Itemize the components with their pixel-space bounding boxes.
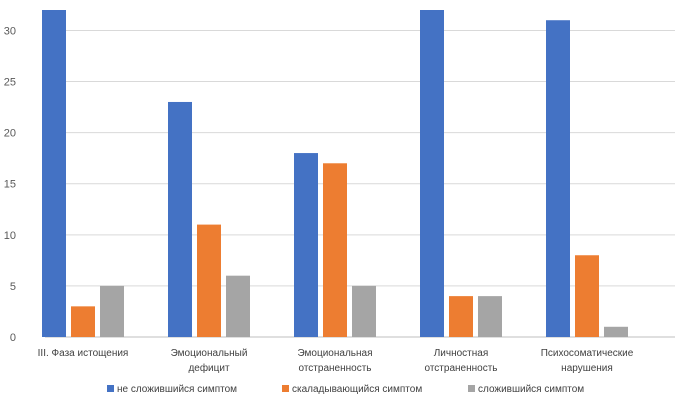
y-tick-label: 20 xyxy=(4,128,16,140)
x-tick-label: Личностная отстраненность xyxy=(425,348,498,374)
bar xyxy=(478,296,502,337)
legend: не сложившийся симптом скаладывающийся си… xyxy=(107,384,584,395)
bar xyxy=(168,101,192,337)
y-tick-label: 15 xyxy=(4,179,16,191)
bar xyxy=(226,275,250,337)
bar xyxy=(197,224,221,337)
bar xyxy=(71,306,95,337)
x-tick-label: III. Фаза истощения xyxy=(38,348,129,359)
bar xyxy=(42,10,66,337)
y-tick-label: 0 xyxy=(10,332,16,344)
bar xyxy=(604,326,628,337)
y-tick-label: 10 xyxy=(4,230,16,242)
bar xyxy=(575,255,599,337)
x-tick-label-line: Личностная xyxy=(434,348,489,359)
y-tick-label: 25 xyxy=(4,77,16,89)
x-tick-label: Эмоциональная отстраненность xyxy=(297,348,372,374)
legend-swatch xyxy=(468,385,475,392)
gridlines xyxy=(45,29,675,338)
x-tick-label-line: отстраненность xyxy=(299,363,372,374)
bar xyxy=(323,163,347,337)
x-axis: III. Фаза истощения Эмоциональный дефицитЭ… xyxy=(38,348,634,374)
bar xyxy=(294,153,318,337)
bars xyxy=(42,10,628,337)
x-tick-label-line: дефицит xyxy=(188,362,230,374)
y-tick-label: 30 xyxy=(4,25,16,37)
x-tick-label: Психосоматические нарушения xyxy=(541,348,634,374)
legend-label: скаладывающийся симптом xyxy=(292,384,422,395)
legend-label: сложившийся симптом xyxy=(478,384,584,395)
x-tick-label-line: Психосоматические xyxy=(541,348,634,359)
y-axis: 0 5 10 15 20 25 30 xyxy=(4,25,16,344)
bar xyxy=(100,285,124,337)
x-tick-label: Эмоциональный дефицит xyxy=(171,348,248,374)
legend-swatch xyxy=(107,385,114,392)
bar xyxy=(546,20,570,337)
x-tick-label-line: Эмоциональная xyxy=(297,348,372,359)
x-tick-label-line: Эмоциональный xyxy=(171,348,248,359)
legend-swatch xyxy=(282,385,289,392)
bar xyxy=(352,285,376,337)
x-tick-label-line: нарушения xyxy=(561,363,613,374)
legend-label: не сложившийся симптом xyxy=(117,384,237,395)
bar xyxy=(420,10,444,337)
x-tick-label-line: отстраненность xyxy=(425,363,498,374)
y-tick-label: 5 xyxy=(10,281,16,293)
x-tick-label-line: III. Фаза истощения xyxy=(38,348,129,359)
bar xyxy=(449,296,473,337)
